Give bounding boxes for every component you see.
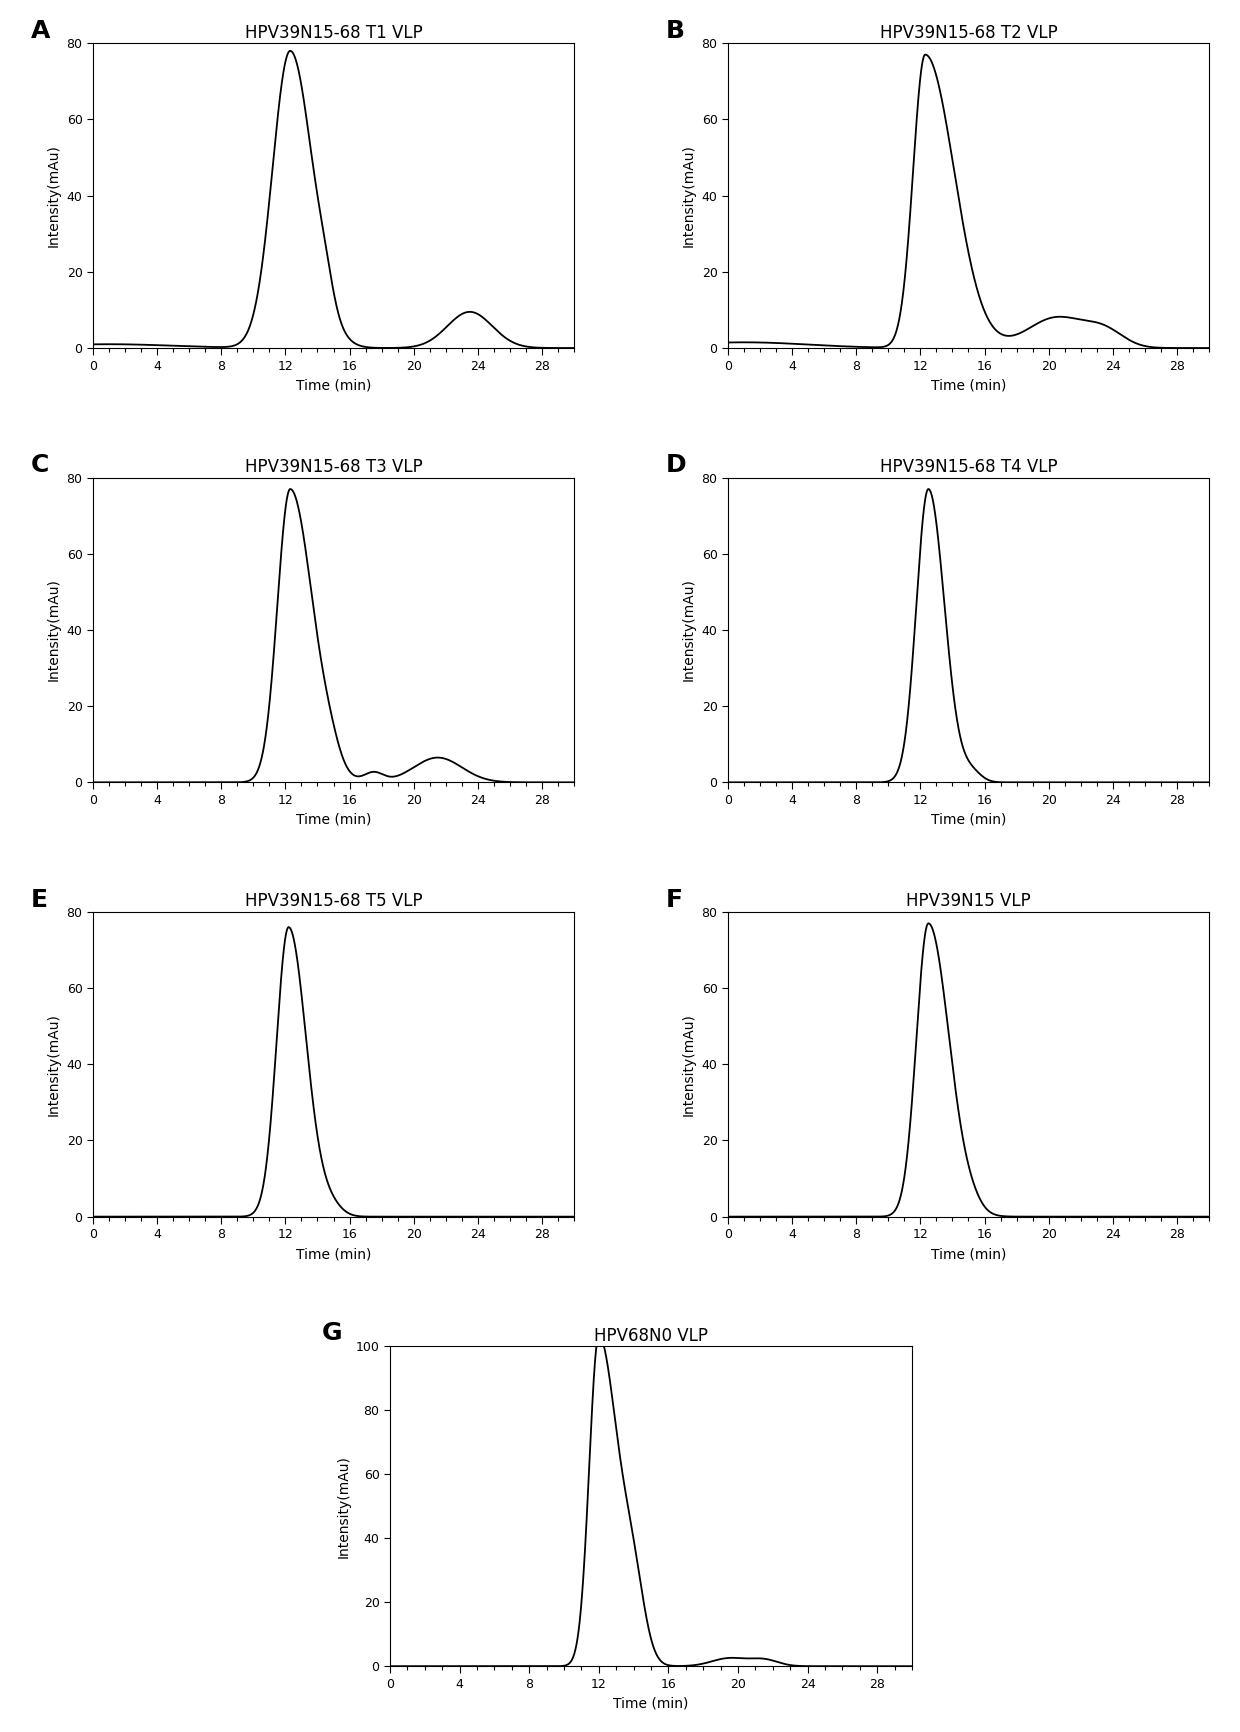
X-axis label: Time (min): Time (min): [931, 812, 1006, 826]
Y-axis label: Intensity(mAu): Intensity(mAu): [47, 144, 61, 248]
X-axis label: Time (min): Time (min): [296, 378, 371, 393]
X-axis label: Time (min): Time (min): [614, 1697, 688, 1711]
Title: HPV39N15 VLP: HPV39N15 VLP: [906, 892, 1030, 911]
Title: HPV39N15-68 T4 VLP: HPV39N15-68 T4 VLP: [879, 457, 1058, 476]
Text: F: F: [666, 887, 682, 911]
Y-axis label: Intensity(mAu): Intensity(mAu): [682, 578, 696, 681]
Y-axis label: Intensity(mAu): Intensity(mAu): [682, 1013, 696, 1115]
X-axis label: Time (min): Time (min): [296, 812, 371, 826]
X-axis label: Time (min): Time (min): [931, 1247, 1006, 1261]
Title: HPV39N15-68 T3 VLP: HPV39N15-68 T3 VLP: [244, 457, 423, 476]
Text: G: G: [322, 1320, 342, 1344]
Title: HPV39N15-68 T1 VLP: HPV39N15-68 T1 VLP: [244, 24, 423, 42]
Y-axis label: Intensity(mAu): Intensity(mAu): [47, 1013, 61, 1115]
Y-axis label: Intensity(mAu): Intensity(mAu): [336, 1455, 350, 1557]
X-axis label: Time (min): Time (min): [296, 1247, 371, 1261]
Text: C: C: [31, 454, 48, 478]
Y-axis label: Intensity(mAu): Intensity(mAu): [47, 578, 61, 681]
Text: A: A: [31, 19, 50, 43]
X-axis label: Time (min): Time (min): [931, 378, 1006, 393]
Y-axis label: Intensity(mAu): Intensity(mAu): [682, 144, 696, 248]
Text: B: B: [666, 19, 684, 43]
Text: D: D: [666, 454, 686, 478]
Title: HPV68N0 VLP: HPV68N0 VLP: [594, 1327, 708, 1344]
Text: E: E: [31, 887, 47, 911]
Title: HPV39N15-68 T2 VLP: HPV39N15-68 T2 VLP: [879, 24, 1058, 42]
Title: HPV39N15-68 T5 VLP: HPV39N15-68 T5 VLP: [244, 892, 423, 911]
